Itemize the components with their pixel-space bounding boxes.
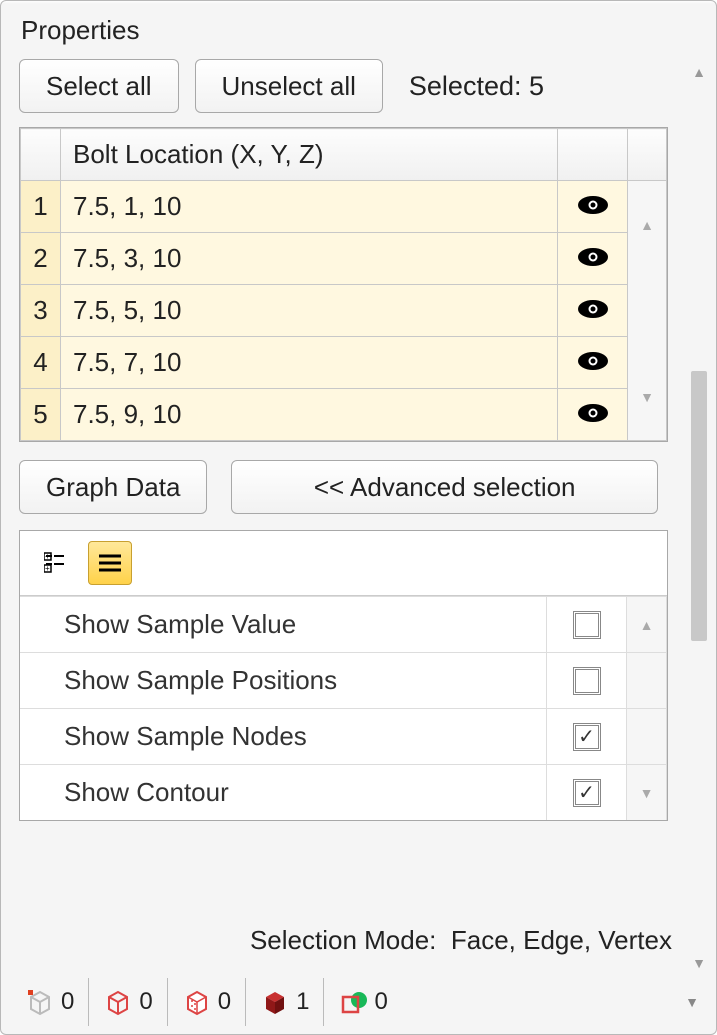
table-corner-header[interactable] [21, 129, 61, 181]
table-row[interactable]: 3 7.5, 5, 10 [21, 285, 667, 337]
status-dropdown-button[interactable]: ▼ [678, 988, 706, 1016]
scroll-down-icon[interactable]: ▼ [688, 952, 710, 974]
row-index: 1 [21, 181, 61, 233]
square-dot-icon [338, 987, 368, 1017]
scroll-up-icon[interactable]: ▲ [640, 217, 654, 233]
options-scroll-up[interactable]: ▲ [627, 596, 667, 652]
cube-grid-icon [182, 987, 212, 1017]
checkbox-checked-icon [573, 779, 601, 807]
option-label[interactable]: Show Sample Nodes [20, 708, 547, 764]
options-scrollbar[interactable] [627, 708, 667, 764]
options-box: + + Show Sample Value ▲ Show Sample Posi… [19, 530, 668, 821]
eye-icon [577, 247, 609, 267]
mid-button-row: Graph Data << Advanced selection [19, 460, 668, 514]
status-bar: 0 0 0 1 [11, 978, 706, 1026]
cube-solid-icon [260, 987, 290, 1017]
row-value[interactable]: 7.5, 9, 10 [61, 389, 558, 441]
visibility-toggle[interactable] [558, 337, 628, 389]
status-cell[interactable]: 0 [11, 978, 88, 1026]
options-grid: Show Sample Value ▲ Show Sample Position… [20, 596, 667, 820]
option-label[interactable]: Show Sample Value [20, 596, 547, 652]
status-cell[interactable]: 0 [88, 978, 166, 1026]
eye-icon [577, 195, 609, 215]
options-scrollbar[interactable] [627, 652, 667, 708]
eye-icon [577, 299, 609, 319]
svg-text:+: + [45, 552, 50, 561]
panel-scrollbar[interactable]: ▲ ▼ [688, 61, 710, 974]
select-all-button[interactable]: Select all [19, 59, 179, 113]
table-row[interactable]: 2 7.5, 3, 10 [21, 233, 667, 285]
panel-content: Select all Unselect all Selected: 5 Bolt… [1, 49, 680, 924]
graph-data-button[interactable]: Graph Data [19, 460, 207, 514]
table-row[interactable]: 1 7.5, 1, 10 ▲ ▼ [21, 181, 667, 233]
row-value[interactable]: 7.5, 1, 10 [61, 181, 558, 233]
selection-mode-value: Face, Edge, Vertex [451, 925, 672, 955]
eye-icon [577, 351, 609, 371]
advanced-selection-button[interactable]: << Advanced selection [231, 460, 658, 514]
checkbox-icon [573, 667, 601, 695]
panel-title: Properties [1, 1, 716, 56]
row-index: 3 [21, 285, 61, 337]
row-index: 2 [21, 233, 61, 285]
eye-icon [577, 403, 609, 423]
status-cell[interactable]: 1 [245, 978, 323, 1026]
option-label[interactable]: Show Sample Positions [20, 652, 547, 708]
unselect-all-button[interactable]: Unselect all [195, 59, 383, 113]
status-count: 0 [139, 988, 152, 1016]
status-count: 1 [296, 988, 309, 1016]
options-toolbar: + + [20, 531, 667, 596]
table-row[interactable]: 5 7.5, 9, 10 [21, 389, 667, 441]
row-index: 4 [21, 337, 61, 389]
row-index: 5 [21, 389, 61, 441]
tree-icon: + + [44, 551, 68, 575]
top-button-row: Select all Unselect all Selected: 5 [19, 59, 668, 113]
options-scroll-down[interactable]: ▼ [627, 764, 667, 820]
checkbox-checked-icon [573, 723, 601, 751]
properties-panel: Properties Select all Unselect all Selec… [0, 0, 717, 1035]
option-checkbox-cell[interactable] [547, 596, 627, 652]
table-header-scroll [628, 129, 667, 181]
svg-text:+: + [45, 564, 50, 573]
status-count: 0 [218, 988, 231, 1016]
option-label[interactable]: Show Contour [20, 764, 547, 820]
checkbox-icon [573, 611, 601, 639]
selection-mode: Selection Mode: Face, Edge, Vertex [250, 925, 672, 956]
status-count: 0 [374, 988, 387, 1016]
scroll-down-icon[interactable]: ▼ [640, 389, 654, 405]
row-value[interactable]: 7.5, 7, 10 [61, 337, 558, 389]
option-checkbox-cell[interactable] [547, 764, 627, 820]
bolt-location-table: Bolt Location (X, Y, Z) 1 7.5, 1, 10 ▲ [19, 127, 668, 442]
status-cell[interactable]: 0 [167, 978, 245, 1026]
option-checkbox-cell[interactable] [547, 708, 627, 764]
list-icon [97, 552, 123, 574]
row-value[interactable]: 7.5, 3, 10 [61, 233, 558, 285]
table-header-location[interactable]: Bolt Location (X, Y, Z) [61, 129, 558, 181]
list-view-button[interactable] [88, 541, 132, 585]
selection-mode-label: Selection Mode: [250, 925, 436, 955]
cube-dot-icon [25, 987, 55, 1017]
table-row[interactable]: 4 7.5, 7, 10 [21, 337, 667, 389]
scroll-up-icon[interactable]: ▲ [688, 61, 710, 83]
table-scrollbar[interactable]: ▲ ▼ [628, 181, 667, 441]
row-value[interactable]: 7.5, 5, 10 [61, 285, 558, 337]
status-cell[interactable]: 0 [323, 978, 401, 1026]
cube-outline-icon [103, 987, 133, 1017]
visibility-toggle[interactable] [558, 233, 628, 285]
tree-view-button[interactable]: + + [34, 541, 78, 585]
selected-count-label: Selected: 5 [409, 71, 544, 102]
visibility-toggle[interactable] [558, 285, 628, 337]
option-checkbox-cell[interactable] [547, 652, 627, 708]
table-header-visibility [558, 129, 628, 181]
scroll-thumb[interactable] [691, 371, 707, 641]
status-count: 0 [61, 988, 74, 1016]
visibility-toggle[interactable] [558, 181, 628, 233]
visibility-toggle[interactable] [558, 389, 628, 441]
